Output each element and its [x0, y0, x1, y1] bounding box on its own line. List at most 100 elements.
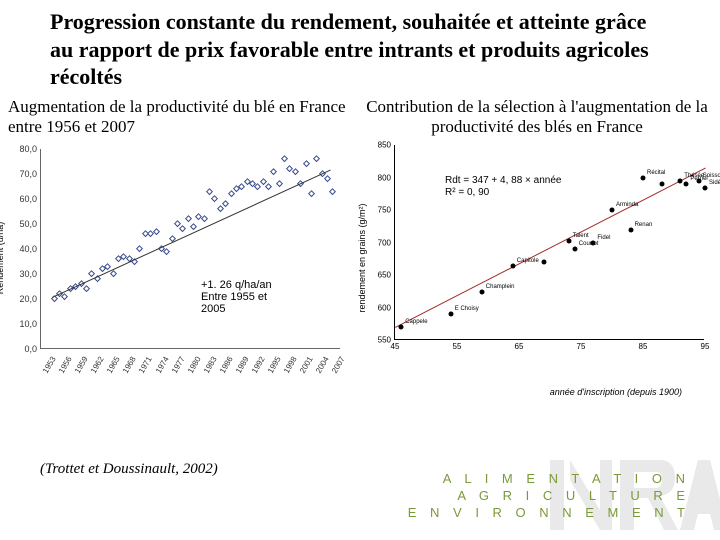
xtick: 85	[639, 342, 648, 351]
trend-line	[52, 169, 331, 297]
point-label: Arminda	[616, 202, 638, 208]
data-point	[448, 312, 453, 317]
point-label: Cappele	[405, 319, 427, 325]
ytick: 80,0	[13, 144, 37, 154]
left-column: Augmentation de la productivité du blé e…	[8, 95, 352, 374]
xtick: 95	[701, 342, 710, 351]
point-label: E Choisy	[455, 306, 479, 312]
data-point	[254, 183, 261, 190]
xtick: 55	[453, 342, 462, 351]
left-annotation: +1. 26 q/ha/anEntre 1955 et2005	[201, 279, 272, 315]
xtick: 1977	[170, 355, 187, 375]
data-point	[591, 240, 596, 245]
point-label: Fidel	[597, 235, 610, 241]
data-point	[696, 179, 701, 184]
xtick: 1980	[186, 355, 203, 375]
data-point	[110, 270, 117, 277]
ytick: 60,0	[13, 194, 37, 204]
data-point	[260, 178, 267, 185]
data-point	[179, 225, 186, 232]
ytick: 600	[369, 303, 391, 312]
xtick: 1983	[202, 355, 219, 375]
xtick: 1956	[57, 355, 74, 375]
ytick: 50,0	[13, 219, 37, 229]
data-point	[83, 285, 90, 292]
data-point	[206, 188, 213, 195]
xtick: 75	[577, 342, 586, 351]
point-label: Récital	[647, 170, 665, 176]
right-column: Contribution de la sélection à l'augment…	[362, 95, 712, 374]
xtick: 1986	[218, 355, 235, 375]
point-label: Talent	[573, 233, 589, 239]
data-point	[572, 247, 577, 252]
data-point	[703, 185, 708, 190]
ytick: 800	[369, 173, 391, 182]
data-point	[510, 263, 515, 268]
footer-block: A L I M E N T A T I O N A G R I C U L T …	[380, 450, 720, 540]
data-point	[211, 195, 218, 202]
data-point	[276, 180, 283, 187]
data-point	[217, 205, 224, 212]
data-point	[399, 325, 404, 330]
data-point	[641, 175, 646, 180]
data-point	[227, 190, 234, 197]
xtick: 1989	[234, 355, 251, 375]
right-heading: Contribution de la sélection à l'augment…	[362, 95, 712, 144]
xtick: 65	[515, 342, 524, 351]
citation: (Trottet et Doussinault, 2002)	[40, 461, 218, 478]
data-point	[684, 182, 689, 187]
data-point	[190, 223, 197, 230]
data-point	[185, 215, 192, 222]
right-y-label: rendement en grains (g/m²)	[357, 204, 367, 313]
data-point	[292, 168, 299, 175]
data-point	[678, 179, 683, 184]
point-label: Renan	[635, 222, 653, 228]
footer-text: A L I M E N T A T I O N A G R I C U L T …	[408, 471, 690, 522]
ytick: 10,0	[13, 319, 37, 329]
xtick: 45	[391, 342, 400, 351]
xtick: 1992	[250, 355, 267, 375]
footer-line-2: A G R I C U L T U R E	[408, 488, 690, 505]
regression-annotation: Rdt = 347 + 4, 88 × annéeR² = 0, 90	[445, 175, 561, 199]
left-heading: Augmentation de la productivité du blé e…	[8, 95, 352, 144]
xtick: 1965	[105, 355, 122, 375]
ytick: 0,0	[13, 344, 37, 354]
xtick: 1974	[154, 355, 171, 375]
data-point	[628, 227, 633, 232]
point-label: Sidérale	[709, 180, 720, 186]
xtick: 1962	[89, 355, 106, 375]
data-point	[281, 155, 288, 162]
data-point	[541, 260, 546, 265]
data-point	[659, 182, 664, 187]
data-point	[238, 183, 245, 190]
left-plot-area: +1. 26 q/ha/anEntre 1955 et2005 0,010,02…	[40, 149, 340, 349]
point-label: Champlein	[486, 284, 515, 290]
point-label: Soissons	[703, 173, 720, 179]
footer-line-1: A L I M E N T A T I O N	[408, 471, 690, 488]
data-point	[324, 175, 331, 182]
data-point	[479, 289, 484, 294]
xtick: 2004	[314, 355, 331, 375]
page-title: Progression constante du rendement, souh…	[0, 0, 720, 95]
data-point	[329, 188, 336, 195]
xtick: 1968	[121, 355, 138, 375]
data-point	[136, 245, 143, 252]
xtick: 1995	[266, 355, 283, 375]
left-chart: Rendement (u/ha) +1. 26 q/ha/anEntre 195…	[8, 143, 348, 373]
ytick: 550	[369, 336, 391, 345]
data-point	[313, 155, 320, 162]
xtick: 1959	[73, 355, 90, 375]
left-y-label: Rendement (u/ha)	[0, 222, 5, 295]
xtick: 1998	[282, 355, 299, 375]
xtick: 1971	[137, 355, 154, 375]
data-point	[61, 293, 68, 300]
ytick: 70,0	[13, 169, 37, 179]
content-columns: Augmentation de la productivité du blé e…	[0, 95, 720, 374]
data-point	[201, 215, 208, 222]
data-point	[308, 190, 315, 197]
footer-line-3: E N V I R O N N E M E N T	[408, 505, 690, 522]
right-x-label: année d'inscription (depuis 1900)	[550, 387, 682, 397]
point-label: Capitole	[517, 258, 539, 264]
ytick: 700	[369, 238, 391, 247]
ytick: 40,0	[13, 244, 37, 254]
